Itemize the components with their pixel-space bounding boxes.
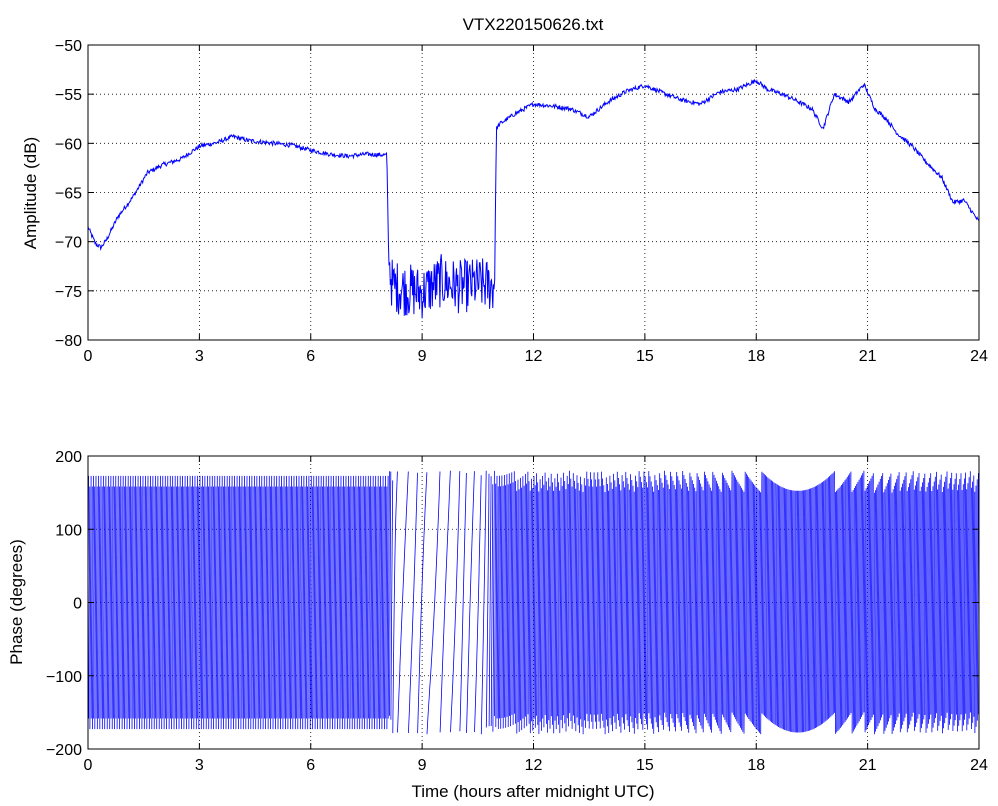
amplitude-x-tick-label: 18 xyxy=(747,348,765,365)
amplitude-panel: VTX220150626.txt 0 3 6 9 12 15 18 21 24 −50 −55 −6… xyxy=(21,15,988,365)
phase-x-ticks: 0 3 6 9 12 15 18 21 24 xyxy=(84,456,988,774)
amplitude-x-ticks: 0 3 6 9 12 15 18 21 24 xyxy=(84,45,988,365)
phase-x-axis-title: Time (hours after midnight UTC) xyxy=(411,782,654,801)
amplitude-y-tick-label: −65 xyxy=(55,186,82,203)
phase-x-tick-label: 24 xyxy=(970,757,988,774)
amplitude-x-tick-label: 21 xyxy=(859,348,877,365)
amplitude-y-tick-label: −70 xyxy=(55,235,82,252)
amplitude-series-line xyxy=(87,78,980,319)
amplitude-x-tick-label: 9 xyxy=(418,348,427,365)
phase-x-tick-label: 0 xyxy=(84,757,93,774)
phase-y-tick-label: −100 xyxy=(46,669,82,686)
phase-panel: 0 3 6 9 12 15 18 21 24 200 100 0 −100 −200 Phase (de… xyxy=(7,449,988,801)
phase-x-tick-label: 6 xyxy=(306,757,315,774)
chart-title: VTX220150626.txt xyxy=(463,15,604,34)
amplitude-x-tick-label: 0 xyxy=(84,348,93,365)
amplitude-x-tick-label: 24 xyxy=(970,348,988,365)
phase-x-tick-label: 21 xyxy=(859,757,877,774)
amplitude-y-tick-label: −60 xyxy=(55,136,82,153)
phase-x-tick-label: 18 xyxy=(747,757,765,774)
phase-y-tick-label: 100 xyxy=(55,522,82,539)
amplitude-y-tick-label: −55 xyxy=(55,87,82,104)
amplitude-y-tick-label: −75 xyxy=(55,284,82,301)
phase-y-tick-label: −200 xyxy=(46,742,82,759)
amplitude-x-tick-label: 6 xyxy=(306,348,315,365)
phase-y-ticks: 200 100 0 −100 −200 xyxy=(46,449,979,759)
amplitude-grid xyxy=(88,45,979,340)
amplitude-x-tick-label: 15 xyxy=(636,348,654,365)
amplitude-x-tick-label: 12 xyxy=(525,348,543,365)
phase-x-tick-label: 12 xyxy=(525,757,543,774)
phase-y-tick-label: 200 xyxy=(55,449,82,466)
amplitude-series-path xyxy=(87,78,980,319)
amplitude-y-tick-label: −50 xyxy=(55,38,82,55)
amplitude-y-tick-label: −80 xyxy=(55,333,82,350)
amplitude-y-axis-title: Amplitude (dB) xyxy=(21,137,40,249)
phase-x-tick-label: 9 xyxy=(418,757,427,774)
amplitude-x-tick-label: 3 xyxy=(195,348,204,365)
amplitude-y-ticks: −50 −55 −60 −65 −70 −75 −80 xyxy=(55,38,979,350)
phase-y-tick-label: 0 xyxy=(73,596,82,613)
phase-x-tick-label: 15 xyxy=(636,757,654,774)
phase-y-axis-title: Phase (degrees) xyxy=(7,539,26,665)
phase-x-tick-label: 3 xyxy=(195,757,204,774)
